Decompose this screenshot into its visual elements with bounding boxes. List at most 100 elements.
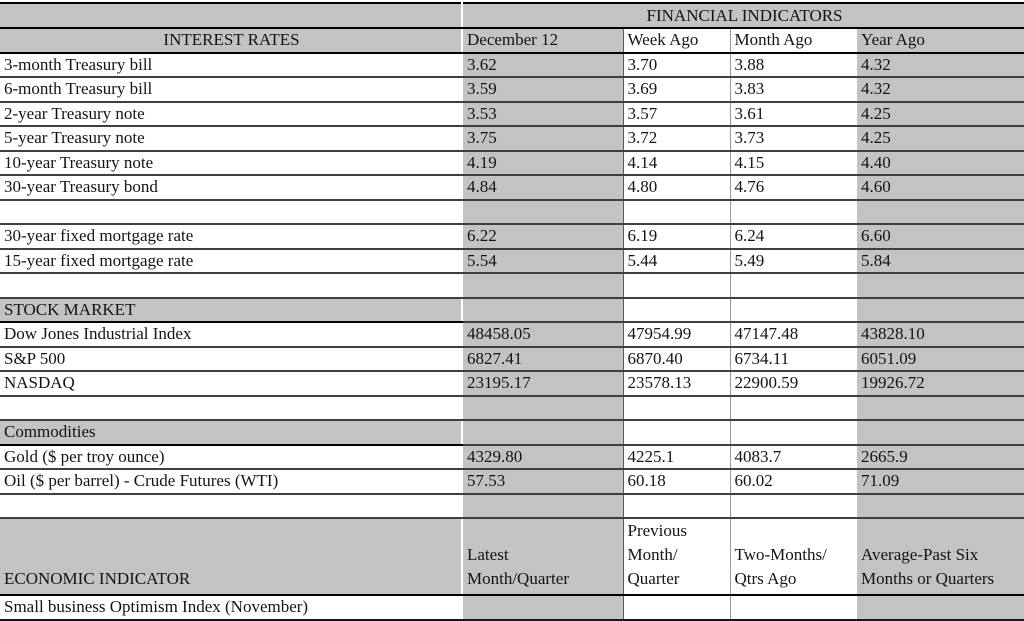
value-cell-month-ago: 5.49 (730, 248, 857, 274)
table-row: S&P 500 6827.41 6870.40 6734.11 6051.09 (0, 346, 1024, 372)
value-cell-december-12: Latest Month/Quarter (462, 517, 624, 596)
value-cell-month-ago: 3.88 (730, 52, 857, 78)
value-cell-week-ago: 23578.13 (623, 371, 731, 397)
value-cell-december-12: 3.59 (462, 77, 624, 103)
value-cell-december-12 (462, 395, 624, 421)
row-label-cell: 2-year Treasury note (0, 101, 463, 127)
value-cell-year-ago (856, 493, 1024, 519)
value-cell-december-12 (462, 199, 624, 225)
row-label-cell: ECONOMIC INDICATOR (0, 517, 463, 596)
value-cell-year-ago: 71.09 (856, 469, 1024, 495)
row-label-cell: NASDAQ (0, 371, 463, 397)
value-cell-december-12 (462, 493, 624, 519)
value-cell-month-ago: 3.83 (730, 77, 857, 103)
value-cell-year-ago (856, 420, 1024, 446)
table-row (0, 493, 1024, 519)
value-cell-week-ago: 4.14 (623, 150, 731, 176)
table-row: Commodities (0, 420, 1024, 446)
row-label-cell: 15-year fixed mortgage rate (0, 248, 463, 274)
row-label-cell: Small business Optimism Index (November) (0, 595, 463, 621)
row-label-cell: Commodities (0, 420, 463, 446)
value-cell-week-ago (623, 395, 731, 421)
value-cell-week-ago: 47954.99 (623, 322, 731, 348)
value-cell-year-ago (856, 273, 1024, 299)
title-left-spacer (0, 3, 463, 29)
row-label-cell: Gold ($ per troy ounce) (0, 444, 463, 470)
value-cell-december-12: 23195.17 (462, 371, 624, 397)
col-header-month-ago: Month Ago (730, 28, 857, 54)
table-title-row: FINANCIAL INDICATORS (0, 3, 1024, 29)
value-cell-week-ago: 5.44 (623, 248, 731, 274)
row-label-cell: S&P 500 (0, 346, 463, 372)
row-label-cell (0, 493, 463, 519)
row-label-cell: Dow Jones Industrial Index (0, 322, 463, 348)
value-cell-year-ago (856, 297, 1024, 323)
value-cell-month-ago: 3.73 (730, 126, 857, 152)
row-label-cell: 30-year fixed mortgage rate (0, 224, 463, 250)
table-row: Gold ($ per troy ounce) 4329.80 4225.1 4… (0, 444, 1024, 470)
value-cell-year-ago (856, 199, 1024, 225)
value-cell-month-ago: 3.61 (730, 101, 857, 127)
value-cell-week-ago: 3.69 (623, 77, 731, 103)
value-cell-december-12: 5.54 (462, 248, 624, 274)
value-cell-year-ago: 4.32 (856, 52, 1024, 78)
value-cell-december-12: 48458.05 (462, 322, 624, 348)
table-row: 10-year Treasury note 4.19 4.14 4.15 4.4… (0, 150, 1024, 176)
table-row: 6-month Treasury bill 3.59 3.69 3.83 4.3… (0, 77, 1024, 103)
value-cell-week-ago (623, 595, 731, 621)
value-cell-week-ago: Previous Month/ Quarter (623, 517, 731, 596)
row-label-cell: STOCK MARKET (0, 297, 463, 323)
value-cell-week-ago (623, 420, 731, 446)
value-cell-month-ago: 6734.11 (730, 346, 857, 372)
value-cell-week-ago (623, 493, 731, 519)
row-label-cell (0, 395, 463, 421)
value-cell-week-ago: 3.70 (623, 52, 731, 78)
value-cell-december-12: 6.22 (462, 224, 624, 250)
row-label-cell: 5-year Treasury note (0, 126, 463, 152)
value-cell-month-ago: 4083.7 (730, 444, 857, 470)
value-cell-year-ago: 43828.10 (856, 322, 1024, 348)
value-cell-week-ago: 60.18 (623, 469, 731, 495)
value-cell-year-ago: Average-Past Six Months or Quarters (856, 517, 1024, 596)
value-cell-week-ago: 3.57 (623, 101, 731, 127)
value-cell-month-ago: 22900.59 (730, 371, 857, 397)
value-cell-year-ago (856, 395, 1024, 421)
table-row: ECONOMIC INDICATOR Latest Month/Quarter … (0, 517, 1024, 596)
value-cell-week-ago (623, 199, 731, 225)
table-row: NASDAQ 23195.17 23578.13 22900.59 19926.… (0, 371, 1024, 397)
value-cell-year-ago: 6.60 (856, 224, 1024, 250)
value-cell-week-ago: 6.19 (623, 224, 731, 250)
value-cell-month-ago (730, 493, 857, 519)
value-cell-year-ago: 5.84 (856, 248, 1024, 274)
value-cell-december-12 (462, 273, 624, 299)
value-cell-week-ago (623, 273, 731, 299)
value-cell-month-ago: 4.15 (730, 150, 857, 176)
col-header-interest-rates: INTEREST RATES (0, 28, 463, 54)
table-row: Dow Jones Industrial Index 48458.05 4795… (0, 322, 1024, 348)
table-row (0, 273, 1024, 299)
value-cell-december-12: 3.75 (462, 126, 624, 152)
value-cell-december-12 (462, 595, 624, 621)
row-label-cell: 10-year Treasury note (0, 150, 463, 176)
table-row: 30-year Treasury bond 4.84 4.80 4.76 4.6… (0, 175, 1024, 201)
table-row: Oil ($ per barrel) - Crude Futures (WTI)… (0, 469, 1024, 495)
table-row: Small business Optimism Index (November) (0, 595, 1024, 621)
value-cell-december-12 (462, 420, 624, 446)
value-cell-december-12: 4.84 (462, 175, 624, 201)
value-cell-december-12: 3.53 (462, 101, 624, 127)
row-label-cell: 6-month Treasury bill (0, 77, 463, 103)
table-row: 30-year fixed mortgage rate 6.22 6.19 6.… (0, 224, 1024, 250)
value-cell-month-ago (730, 595, 857, 621)
value-cell-month-ago: 4.76 (730, 175, 857, 201)
value-cell-december-12: 4329.80 (462, 444, 624, 470)
value-cell-year-ago: 4.25 (856, 126, 1024, 152)
value-cell-year-ago: 2665.9 (856, 444, 1024, 470)
value-cell-month-ago (730, 297, 857, 323)
value-cell-month-ago: Two-Months/ Qtrs Ago (730, 517, 857, 596)
table-row: 3-month Treasury bill 3.62 3.70 3.88 4.3… (0, 52, 1024, 78)
value-cell-month-ago: 6.24 (730, 224, 857, 250)
value-cell-year-ago (856, 595, 1024, 621)
value-cell-week-ago: 4225.1 (623, 444, 731, 470)
value-cell-december-12: 3.62 (462, 52, 624, 78)
